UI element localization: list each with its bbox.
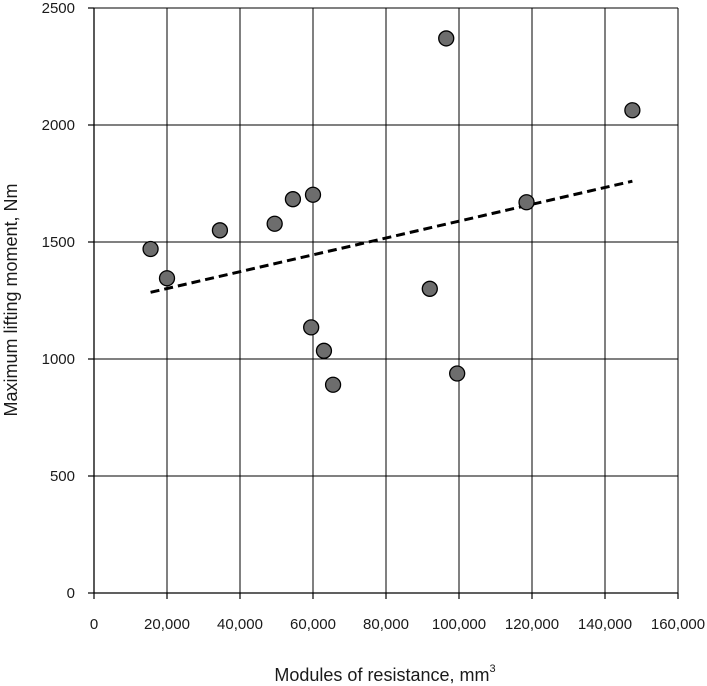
data-point xyxy=(284,191,302,208)
data-point xyxy=(211,222,229,239)
data-point xyxy=(266,215,283,232)
data-point xyxy=(624,102,641,119)
x-tick-label: 80,000 xyxy=(363,616,409,633)
grid-lines xyxy=(94,7,679,593)
data-point xyxy=(449,365,466,382)
x-tick-labels: 0 20,000 40,000 60,000 80,000 100,000 120,000 1… xyxy=(90,616,705,633)
data-point xyxy=(438,30,455,47)
y-tick-label: 2000 xyxy=(42,117,75,134)
x-tick-label: 0 xyxy=(90,616,98,633)
x-tick-label: 20,000 xyxy=(144,616,190,633)
y-tick-label: 1000 xyxy=(42,351,75,368)
trendline xyxy=(150,179,633,294)
y-tick-label: 0 xyxy=(67,585,75,602)
y-tick-labels: 0 500 1000 1500 2000 2500 xyxy=(42,0,75,602)
axes xyxy=(88,7,679,599)
data-points xyxy=(142,30,641,393)
data-point xyxy=(304,186,322,203)
x-tick-label: 120,000 xyxy=(505,616,559,633)
data-point xyxy=(158,270,176,287)
x-tick-label: 160,000 xyxy=(651,616,705,633)
trendline-group xyxy=(150,179,633,294)
data-point xyxy=(142,240,159,258)
y-axis-title: Maximum lifting moment, Nm xyxy=(1,183,21,416)
x-tick-label: 100,000 xyxy=(432,616,486,633)
data-point xyxy=(518,194,535,211)
x-axis-title: Modules of resistance, mm3 xyxy=(274,663,495,685)
x-tick-label: 60,000 xyxy=(290,616,336,633)
y-tick-label: 2500 xyxy=(42,0,75,17)
y-tick-label: 500 xyxy=(50,468,75,485)
y-tick-label: 1500 xyxy=(42,234,75,251)
x-tick-label: 140,000 xyxy=(578,616,632,633)
data-point xyxy=(303,319,320,336)
data-point xyxy=(324,376,342,393)
x-tick-label: 40,000 xyxy=(217,616,263,633)
data-point xyxy=(421,280,438,297)
data-point xyxy=(315,342,333,359)
